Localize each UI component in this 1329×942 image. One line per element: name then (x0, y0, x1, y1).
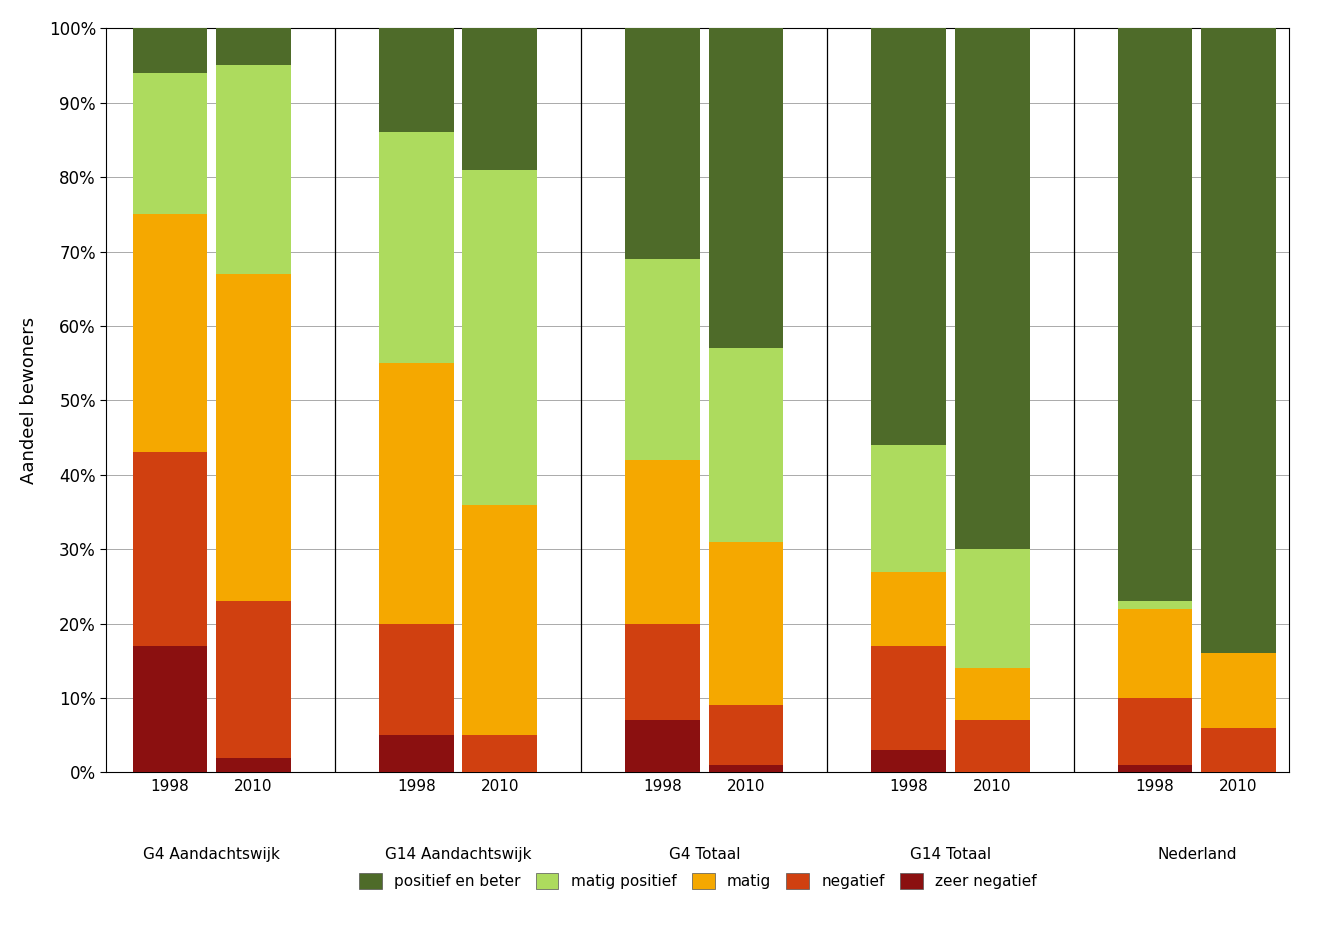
Y-axis label: Aandeel bewoners: Aandeel bewoners (20, 317, 37, 484)
Bar (133, 73, 207, 215)
Text: G4 Aandachtswijk: G4 Aandachtswijk (144, 847, 280, 862)
Bar (872, 750, 946, 772)
Bar (133, 452, 207, 646)
Bar (956, 28, 1030, 549)
Bar (708, 28, 784, 349)
Bar (708, 765, 784, 772)
Bar (625, 460, 700, 624)
Bar (708, 542, 784, 706)
Bar (1201, 654, 1276, 728)
Bar (625, 624, 700, 721)
Bar (1118, 765, 1192, 772)
Bar (379, 364, 453, 624)
Bar (133, 646, 207, 772)
Bar (1118, 601, 1192, 609)
Bar (462, 505, 537, 736)
Bar (379, 624, 453, 736)
Bar (956, 668, 1030, 721)
Bar (217, 274, 291, 601)
Text: G14 Aandachtswijk: G14 Aandachtswijk (385, 847, 532, 862)
Bar (217, 66, 291, 274)
Bar (1118, 28, 1192, 601)
Bar (872, 28, 946, 445)
Bar (1201, 28, 1276, 654)
Bar (625, 259, 700, 460)
Bar (379, 133, 453, 363)
Bar (956, 721, 1030, 772)
Bar (1201, 728, 1276, 772)
Bar (872, 572, 946, 646)
Bar (217, 28, 291, 66)
Bar (379, 736, 453, 772)
Bar (462, 28, 537, 170)
Bar (1118, 609, 1192, 698)
Bar (708, 706, 784, 765)
Text: Nederland: Nederland (1158, 847, 1236, 862)
Legend: positief en beter, matig positief, matig, negatief, zeer negatief: positief en beter, matig positief, matig… (352, 867, 1043, 895)
Bar (625, 721, 700, 772)
Bar (379, 28, 453, 133)
Bar (133, 28, 207, 73)
Bar (217, 601, 291, 757)
Bar (462, 170, 537, 505)
Bar (625, 28, 700, 259)
Bar (133, 214, 207, 452)
Bar (1118, 698, 1192, 765)
Bar (956, 549, 1030, 668)
Bar (217, 757, 291, 772)
Text: G4 Totaal: G4 Totaal (668, 847, 740, 862)
Bar (872, 646, 946, 750)
Text: G14 Totaal: G14 Totaal (910, 847, 991, 862)
Bar (462, 736, 537, 772)
Bar (872, 445, 946, 572)
Bar (708, 349, 784, 542)
